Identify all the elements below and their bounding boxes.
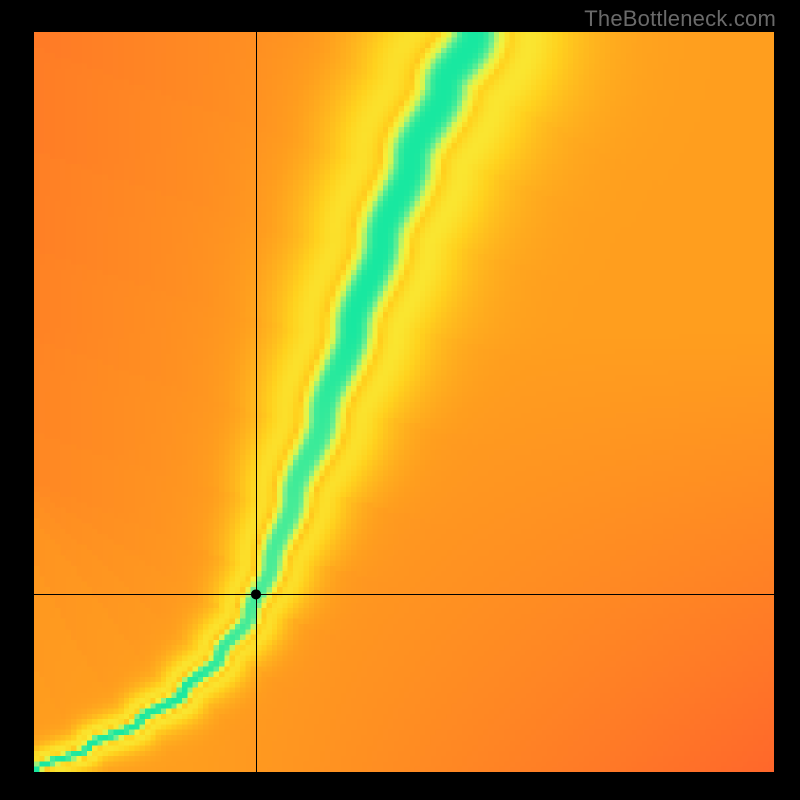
chart-frame: TheBottleneck.com [0, 0, 800, 800]
watermark-text: TheBottleneck.com [584, 6, 776, 32]
crosshair-overlay [34, 32, 774, 772]
